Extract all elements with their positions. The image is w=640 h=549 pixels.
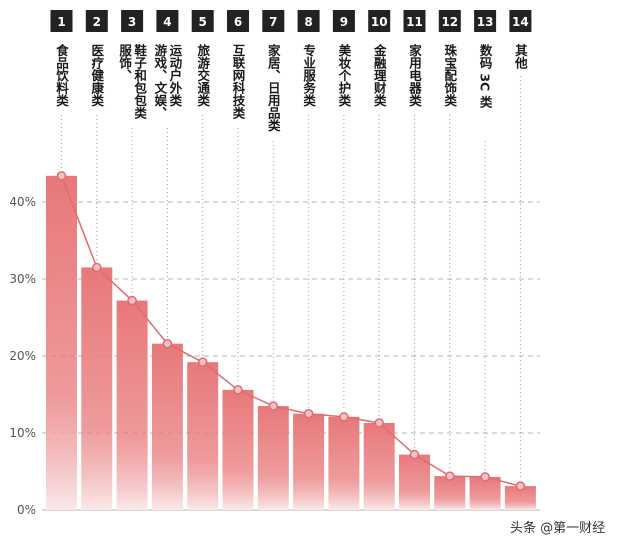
data-point <box>480 472 490 482</box>
rank-number: 8 <box>304 15 312 29</box>
dotted-leaders <box>61 76 521 481</box>
category-label: 家用电器类 <box>407 43 422 107</box>
category-label: 医疗健康类 <box>89 44 104 107</box>
bar <box>399 454 430 510</box>
y-tick-label: 10% <box>9 426 36 440</box>
trend-polyline <box>60 175 521 487</box>
category-labels: 食品饮料类 医疗健康类 服饰、 鞋子和包包类 游戏、文娱、 运动户外类 旅游交通类 互联网科技… <box>54 43 528 132</box>
rank-badge <box>438 10 461 32</box>
data-point <box>515 481 526 491</box>
y-axis: 0% 10% 20% 30% 40% <box>9 195 36 517</box>
rank-badge <box>403 10 426 32</box>
category-label: 游戏、文娱、 <box>152 43 167 119</box>
category-label: 其他 <box>513 43 528 70</box>
y-tick-label: 40% <box>9 195 36 209</box>
rank-badge <box>474 10 497 32</box>
y-tick-label: 0% <box>17 503 36 517</box>
rank-number: 11 <box>406 15 423 29</box>
rank-badge <box>227 10 249 32</box>
rank-badge <box>156 10 179 32</box>
category-label: 鞋子和包包类 <box>132 43 147 120</box>
category-label: 金融理财类 <box>372 43 387 107</box>
rank-badge <box>332 10 355 32</box>
data-point <box>303 409 314 419</box>
rank-number: 6 <box>234 15 242 29</box>
rank-number: 2 <box>93 15 101 29</box>
data-point <box>339 412 349 422</box>
trend-line <box>56 171 526 491</box>
bar <box>187 362 219 510</box>
rank-badge <box>509 10 532 32</box>
bar <box>469 476 501 510</box>
bars <box>46 175 536 510</box>
category-label: 食品饮料类 <box>54 43 69 107</box>
bar <box>151 343 183 510</box>
rank-number: 3 <box>128 15 136 29</box>
watermark-text: 头条 @第一财经 <box>510 520 605 536</box>
data-point <box>162 338 173 349</box>
rank-badge <box>191 10 214 32</box>
bar <box>222 389 254 510</box>
bar <box>293 413 325 510</box>
bar <box>434 476 466 510</box>
rank-badge <box>368 10 391 32</box>
bar <box>363 422 395 510</box>
y-tick-label: 20% <box>9 349 36 363</box>
rank-badge <box>297 10 320 32</box>
rank-number: 14 <box>512 15 529 29</box>
rank-number: 10 <box>371 15 388 29</box>
rank-number: 1 <box>57 15 65 29</box>
rank-number: 9 <box>340 15 348 29</box>
category-label: 珠宝配饰类 <box>442 43 457 107</box>
rank-number: 13 <box>477 15 494 29</box>
data-point <box>445 471 455 481</box>
bar <box>257 406 289 510</box>
category-label: 数码 3C 类 <box>478 43 493 109</box>
data-point <box>92 262 102 273</box>
category-label: 美妆个护类 <box>336 43 351 107</box>
y-tick-label: 30% <box>9 272 36 286</box>
data-point <box>233 385 243 395</box>
rank-badge <box>121 10 144 32</box>
rank-badge <box>262 10 285 32</box>
bar <box>46 175 77 510</box>
category-label: 旅游交通类 <box>195 43 210 107</box>
rank-number: 12 <box>441 15 458 29</box>
data-point <box>409 449 420 460</box>
category-label: 专业服务类 <box>301 43 316 107</box>
bar <box>116 300 148 510</box>
data-point <box>374 418 384 428</box>
data-point <box>56 171 67 181</box>
category-label: 服饰、 <box>117 43 132 82</box>
rank-badge <box>50 10 73 32</box>
data-point <box>268 401 279 411</box>
rank-badge <box>85 10 108 32</box>
rank-badges: 1 2 3 4 5 6 7 8 9 10 11 12 13 14 <box>50 10 532 32</box>
rank-number: 5 <box>199 15 207 29</box>
data-point <box>127 295 137 306</box>
rank-number: 4 <box>163 15 171 29</box>
bar <box>81 267 113 510</box>
rank-number: 7 <box>269 15 277 29</box>
bar <box>504 486 536 510</box>
category-label: 家居、日用品类 <box>266 43 281 132</box>
bar <box>328 416 360 510</box>
category-label: 互联网科技类 <box>231 44 246 120</box>
category-label: 运动户外类 <box>167 44 182 107</box>
data-point <box>197 357 208 367</box>
